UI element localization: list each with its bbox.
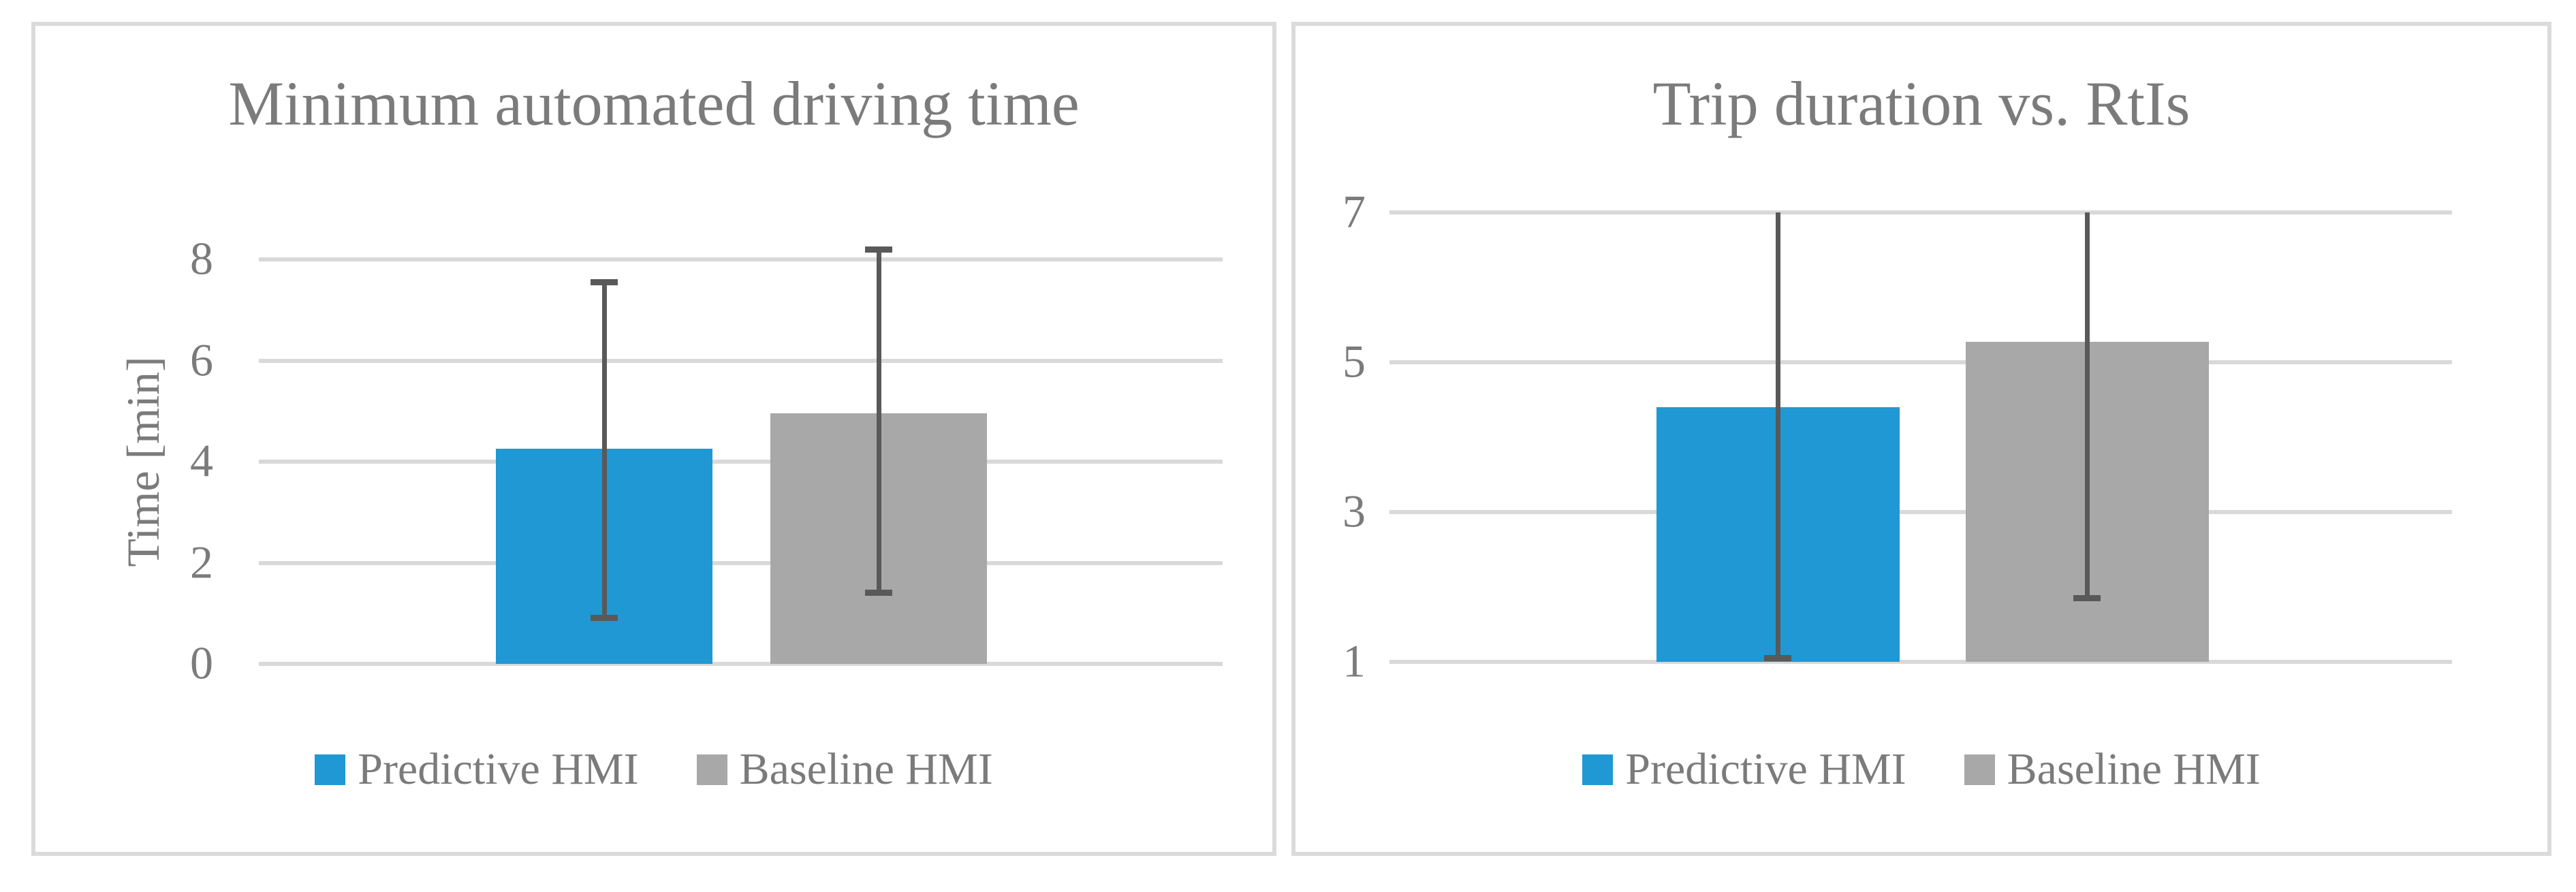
y-tick-label: 0 bbox=[190, 637, 213, 689]
error-bar-cap-bottom bbox=[591, 615, 618, 622]
y-tick-label: 7 bbox=[1342, 185, 1366, 238]
gridline bbox=[259, 560, 1223, 565]
legend-swatch-baseline-icon bbox=[1964, 754, 1995, 785]
legend-item-baseline-hmi: Baseline HMI bbox=[696, 744, 993, 794]
legend-right: Predictive HMI Baseline HMI bbox=[1291, 747, 2551, 792]
gridline bbox=[259, 460, 1223, 464]
legend-label: Predictive HMI bbox=[358, 744, 639, 794]
chart-title-right: Trip duration vs. RtIs bbox=[1652, 69, 2190, 138]
gridline bbox=[259, 358, 1223, 363]
y-tick-label: 3 bbox=[1342, 485, 1366, 537]
error-bar-line bbox=[601, 282, 607, 619]
chart-panel-right bbox=[1291, 22, 2551, 856]
legend-item-predictive-hmi: Predictive HMI bbox=[315, 744, 639, 794]
error-bar-cap-bottom bbox=[2073, 594, 2101, 601]
gridline bbox=[1389, 360, 2452, 364]
y-tick-label: 5 bbox=[1342, 335, 1366, 387]
chart-title-left: Minimum automated driving time bbox=[228, 69, 1080, 138]
gridline bbox=[259, 662, 1223, 666]
y-tick-label: 1 bbox=[1342, 635, 1366, 687]
y-tick-label: 2 bbox=[190, 536, 213, 588]
y-tick-label: 4 bbox=[190, 434, 213, 487]
y-tick-label: 8 bbox=[190, 232, 213, 285]
error-bar-line bbox=[2084, 212, 2090, 599]
y-tick-label: 6 bbox=[190, 334, 213, 386]
legend-label: Predictive HMI bbox=[1625, 744, 1906, 794]
legend-label: Baseline HMI bbox=[2007, 744, 2261, 794]
legend-item-predictive-hmi: Predictive HMI bbox=[1582, 747, 1906, 792]
legend-label: Baseline HMI bbox=[739, 744, 993, 794]
error-bar-line bbox=[1775, 212, 1780, 658]
error-bar-cap-bottom bbox=[1764, 654, 1791, 661]
error-bar-cap-top bbox=[591, 279, 618, 286]
gridline bbox=[1389, 210, 2452, 214]
gridline bbox=[1389, 660, 2452, 664]
legend-swatch-baseline-icon bbox=[696, 754, 727, 785]
legend-swatch-predictive-icon bbox=[1582, 754, 1614, 785]
error-bar-cap-bottom bbox=[865, 590, 892, 596]
error-bar-line bbox=[876, 249, 881, 594]
error-bar-cap-top bbox=[865, 246, 892, 253]
legend-item-baseline-hmi: Baseline HMI bbox=[1964, 747, 2261, 792]
gridline bbox=[1389, 510, 2452, 514]
legend-swatch-predictive-icon bbox=[315, 754, 346, 785]
chart-panel-left bbox=[31, 22, 1276, 856]
gridline bbox=[259, 257, 1223, 261]
legend-left: Predictive HMI Baseline HMI bbox=[31, 744, 1276, 794]
